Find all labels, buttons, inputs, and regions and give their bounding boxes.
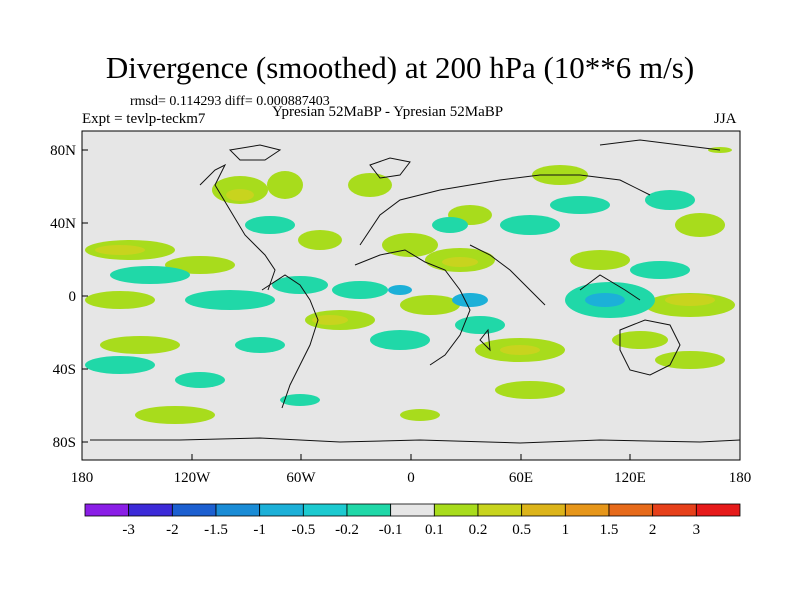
divergence-field-patches [85, 147, 735, 424]
x-axis-labels: 180 120W 60W 0 60E 120E 180 [71, 470, 752, 486]
colorbar-swatch [652, 503, 697, 517]
colorbar-label: 0.2 [469, 522, 488, 538]
experiment-subtitle: Ypresian 52MaBP - Ypresian 52MaBP [272, 104, 504, 120]
colorbar-label: -2 [166, 522, 179, 538]
colorbar-swatch [215, 503, 261, 517]
colorbar-label: 3 [693, 522, 701, 538]
colorbar-swatches [84, 503, 741, 517]
axis-ticks [81, 149, 741, 460]
coastlines [90, 139, 740, 444]
colorbar-swatch [433, 503, 479, 517]
negative-divergence-strong-patches [388, 285, 625, 307]
colorbar-label: -1.5 [204, 522, 228, 538]
colorbar-label: -0.2 [335, 522, 359, 538]
colorbar-swatch [564, 503, 610, 517]
y-label-40n: 40N [50, 216, 76, 232]
colorbar-swatch [346, 503, 392, 517]
positive-divergence-strong-patches [95, 189, 715, 355]
colorbar-label: -3 [122, 522, 135, 538]
colorbar-label: -1 [253, 522, 266, 538]
x-label-180e: 180 [729, 470, 752, 486]
experiment-label: Expt = tevlp-teckm7 [82, 111, 206, 127]
colorbar-label: 2 [649, 522, 657, 538]
colorbar-swatch [302, 503, 348, 517]
rmsd-diff-stats: rmsd= 0.114293 diff= 0.000887403 [130, 94, 330, 109]
colorbar-swatch [128, 503, 173, 517]
colorbar-swatch [608, 503, 654, 517]
y-label-0: 0 [69, 289, 77, 305]
x-label-0: 0 [407, 470, 415, 486]
colorbar-label: -0.5 [291, 522, 315, 538]
colorbar-label: 1 [562, 522, 570, 538]
map-title: Divergence (smoothed) at 200 hPa (10**6 … [105, 50, 695, 85]
colorbar-label: -0.1 [379, 522, 403, 538]
season-label: JJA [714, 111, 737, 127]
colorbar-label: 1.5 [600, 522, 619, 538]
x-label-120e: 120E [614, 470, 646, 486]
x-label-120w: 120W [174, 470, 212, 486]
colorbar-swatch [84, 503, 130, 517]
y-label-80s: 80S [53, 435, 76, 451]
colorbar-swatch [521, 503, 566, 517]
colorbar-labels: -3 -2 -1.5 -1 -0.5 -0.2 -0.1 0.1 0.2 0.5 1 1.5 2 3 [122, 522, 700, 538]
colorbar-swatch [390, 503, 435, 517]
y-axis-labels: 80N 40N 0 40S 80S [50, 143, 76, 451]
x-label-60w: 60W [286, 470, 316, 486]
colorbar-swatch [477, 503, 523, 517]
colorbar-swatch [171, 503, 217, 517]
x-label-180w: 180 [71, 470, 94, 486]
colorbar-swatch [259, 503, 304, 517]
y-label-80n: 80N [50, 143, 76, 159]
y-label-40s: 40S [53, 362, 76, 378]
colorbar-swatch [695, 503, 741, 517]
colorbar-label: 0.1 [425, 522, 444, 538]
x-label-60e: 60E [509, 470, 533, 486]
colorbar-label: 0.5 [512, 522, 531, 538]
negative-divergence-patches [85, 190, 695, 406]
